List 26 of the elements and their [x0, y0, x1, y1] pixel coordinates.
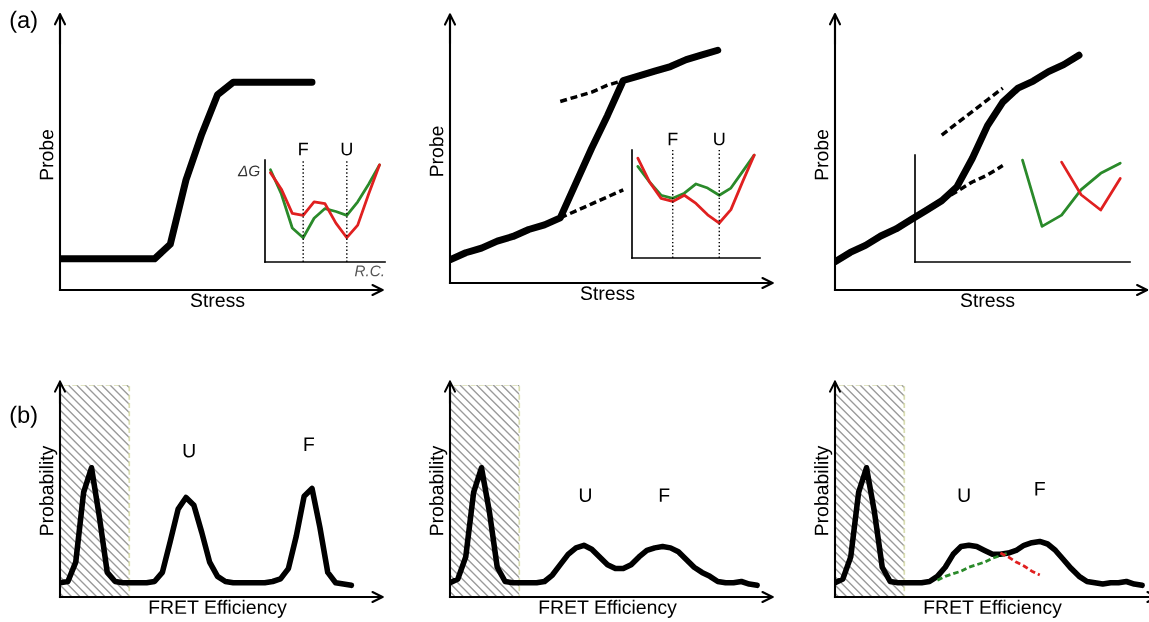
- text: F: [304, 437, 315, 451]
- x-axis-title: Stress: [960, 293, 1015, 308]
- x-axis-title: FRET Efficiency: [924, 599, 1062, 618]
- y-axis-title: Probability: [429, 445, 448, 535]
- x-axis-title: Stress: [190, 293, 245, 308]
- annotation: F: [668, 132, 678, 146]
- y-axis-title: Probe: [39, 129, 54, 180]
- text: (b): [10, 405, 37, 428]
- annotation: U: [341, 142, 352, 156]
- y-axis-title: ΔG: [237, 165, 260, 177]
- annotation: F: [299, 142, 308, 156]
- y-axis-title: Probability: [39, 445, 58, 535]
- x-axis-title: R.C.: [354, 265, 384, 277]
- x-axis-title: FRET Efficiency: [149, 599, 287, 618]
- annotation: F: [659, 488, 670, 502]
- x-axis-title: FRET Efficiency: [539, 599, 677, 618]
- annotation: U: [958, 488, 970, 502]
- annotation: U: [714, 132, 725, 146]
- y-axis-title: Probe: [429, 126, 444, 176]
- text: (a): [10, 10, 37, 33]
- annotation: F: [1035, 482, 1045, 496]
- annotation: U: [579, 488, 591, 502]
- y-axis-title: Probability: [814, 445, 833, 535]
- text: U: [183, 443, 195, 458]
- y-axis-title: Probe: [814, 129, 829, 180]
- x-axis-title: Stress: [580, 286, 635, 301]
